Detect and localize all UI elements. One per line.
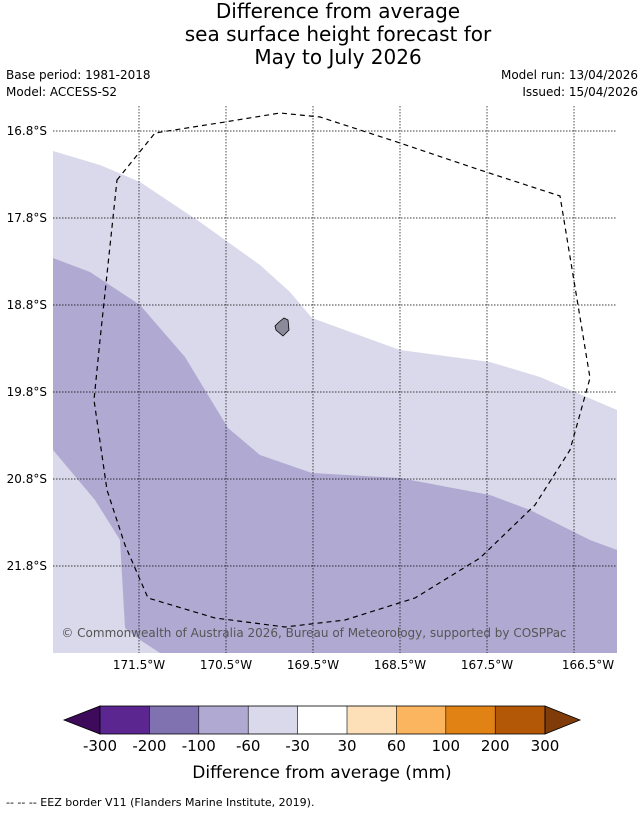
colorbar-tick: 60 <box>387 737 406 755</box>
colorbar-dividers <box>149 706 496 734</box>
lon-label: 170.5°W <box>200 658 252 672</box>
lon-label: 171.5°W <box>113 658 165 672</box>
lon-label: 166.5°W <box>562 658 614 672</box>
colorbar-swatch <box>149 706 199 734</box>
meta-right: Model run: 13/04/2026 Issued: 15/04/2026 <box>501 67 638 101</box>
colorbar-frame <box>99 705 546 735</box>
colorbar-tick: -200 <box>132 737 166 755</box>
meta-left: Base period: 1981-2018 Model: ACCESS-S2 <box>6 67 151 101</box>
lon-labels: 171.5°W 170.5°W 169.5°W 168.5°W 167.5°W … <box>113 658 614 672</box>
title-line-2: sea surface height forecast for <box>184 22 492 46</box>
graticule <box>53 106 617 653</box>
lat-labels: 16.8°S 17.8°S 18.8°S 19.8°S 20.8°S 21.8°… <box>7 124 47 573</box>
colorbar-tick: -100 <box>182 737 216 755</box>
lat-label: 19.8°S <box>7 385 47 399</box>
colorbar-swatch <box>396 706 446 734</box>
anomaly-region-medium <box>53 258 617 653</box>
colorbar-swatch <box>347 706 397 734</box>
base-period: Base period: 1981-2018 <box>6 68 151 82</box>
lat-label: 21.8°S <box>7 559 47 573</box>
colorbar-swatch <box>100 706 150 734</box>
eez-border <box>93 112 591 628</box>
lat-label: 16.8°S <box>7 124 47 138</box>
copyright-text: © Commonwealth of Australia 2026, Bureau… <box>61 626 566 640</box>
lon-label: 169.5°W <box>287 658 339 672</box>
title-line-3: May to July 2026 <box>254 45 422 69</box>
lon-label: 167.5°W <box>461 658 513 672</box>
colorbar-tick: 300 <box>531 737 560 755</box>
lat-label: 18.8°S <box>7 298 47 312</box>
colorbar-tick: -30 <box>285 737 310 755</box>
colorbar-swatch <box>198 706 249 734</box>
lat-label: 20.8°S <box>7 472 47 486</box>
model-run: Model run: 13/04/2026 <box>500 68 638 82</box>
lat-label: 17.8°S <box>7 211 47 225</box>
colorbar <box>62 705 582 735</box>
colorbar-tick: 200 <box>481 737 510 755</box>
colorbar-tick: -60 <box>236 737 261 755</box>
colorbar-swatch <box>297 706 347 734</box>
colorbar-label: Difference from average (mm) <box>192 763 451 783</box>
model-name: Model: ACCESS-S2 <box>6 85 118 99</box>
colorbar-swatch <box>445 706 496 734</box>
colorbar-swatch <box>495 706 545 734</box>
colorbar-tick: 100 <box>431 737 460 755</box>
lon-label: 168.5°W <box>374 658 426 672</box>
colorbar-ticks: -300 -200 -100 -60 -30 30 60 100 200 300 <box>83 737 559 755</box>
colorbar-tick: -300 <box>83 737 117 755</box>
map-title: Difference from average sea surface heig… <box>0 0 644 69</box>
issued-date: Issued: 15/04/2026 <box>522 85 638 99</box>
title-line-1: Difference from average <box>215 0 461 23</box>
colorbar-tick: 30 <box>337 737 356 755</box>
map-area: © Commonwealth of Australia 2026, Bureau… <box>53 106 617 653</box>
colorbar-swatch <box>248 706 298 734</box>
island-shape <box>274 317 290 337</box>
eez-legend-footer: -- -- -- EEZ border V11 (Flanders Marine… <box>6 796 315 809</box>
colorbar-end-high <box>544 705 582 735</box>
colorbar-end-low <box>62 705 101 735</box>
